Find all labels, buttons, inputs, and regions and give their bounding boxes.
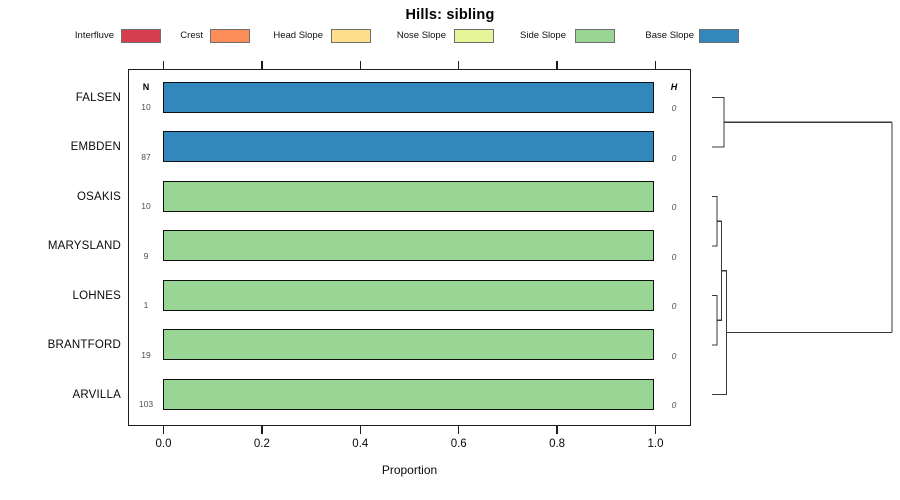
legend-label-head-slope: Head Slope xyxy=(273,30,323,41)
bar-brantford xyxy=(163,329,654,360)
dendro-branch-mid-clusters xyxy=(717,220,723,321)
tick-label: 0.2 xyxy=(253,438,270,450)
n-column-header: N xyxy=(142,82,150,92)
legend-swatch-interfluve xyxy=(121,29,161,43)
row-label-lohnes: LOHNES xyxy=(72,289,121,302)
plot-frame xyxy=(128,69,691,426)
axis-tick xyxy=(556,426,558,434)
row-label-embden: EMBDEN xyxy=(70,141,121,153)
legend-label-base-slope: Base Slope xyxy=(645,30,694,41)
h-value: 0 xyxy=(671,400,677,410)
x-axis-title: Proportion xyxy=(381,463,438,477)
legend-swatch-base-slope xyxy=(699,29,739,43)
axis-tick xyxy=(261,61,263,69)
tick-label: 0.6 xyxy=(450,438,467,450)
n-value: 19 xyxy=(141,349,151,360)
bar-falsen xyxy=(163,81,654,113)
axis-tick xyxy=(457,61,460,69)
row-label-arvilla: ARVILLA xyxy=(72,388,121,401)
row-label-falsen: FALSEN xyxy=(75,91,121,104)
dendrogram xyxy=(712,96,893,396)
n-value: 9 xyxy=(143,250,149,261)
legend-label-nose-slope: Nose Slope xyxy=(396,30,446,41)
axis-tick xyxy=(359,426,361,434)
h-value: 0 xyxy=(671,251,677,262)
axis-tick xyxy=(654,61,657,69)
legend-swatch-crest xyxy=(210,29,250,43)
bar-osakis xyxy=(163,180,654,212)
dendro-branch-osakis-marysland xyxy=(712,195,718,247)
bar-marysland xyxy=(163,230,654,261)
axis-tick xyxy=(162,426,165,434)
n-value: 103 xyxy=(138,399,154,409)
h-value: 0 xyxy=(671,103,677,113)
legend-label-interfluve: Interfluve xyxy=(74,30,114,41)
dendro-branch-falsen-embden xyxy=(712,96,725,148)
h-value: 0 xyxy=(671,202,677,212)
axis-tick xyxy=(457,426,460,434)
axis-tick xyxy=(162,61,165,69)
tick-label: 0.0 xyxy=(155,438,172,450)
n-value: 1 xyxy=(143,300,149,310)
h-value: 0 xyxy=(671,350,677,361)
n-value: 10 xyxy=(141,102,151,112)
legend-swatch-side-slope xyxy=(575,29,615,43)
tick-label: 0.4 xyxy=(352,438,369,450)
chart-title: Hills: sibling xyxy=(405,7,495,23)
axis-tick xyxy=(261,426,263,434)
axis-tick xyxy=(654,426,657,434)
axis-tick xyxy=(556,61,558,69)
row-label-osakis: OSAKIS xyxy=(76,190,121,203)
h-column-header: H xyxy=(670,82,678,92)
legend-label-side-slope: Side Slope xyxy=(520,30,566,41)
legend-label-crest: Crest xyxy=(180,30,203,41)
legend-swatch-nose-slope xyxy=(454,29,494,43)
h-value: 0 xyxy=(671,301,677,311)
legend-swatch-head-slope xyxy=(331,29,371,43)
n-value: 87 xyxy=(141,151,151,162)
axis-tick xyxy=(359,61,361,69)
bar-lohnes xyxy=(163,279,654,311)
n-value: 10 xyxy=(141,201,151,211)
dendro-branch-arvilla-join xyxy=(712,270,728,396)
tick-label: 0.8 xyxy=(549,438,566,450)
h-value: 0 xyxy=(671,152,677,163)
dendro-branch-lohnes-brantford xyxy=(712,294,718,346)
tick-label: 1.0 xyxy=(647,438,664,450)
row-label-marysland: MARYSLAND xyxy=(47,240,121,252)
row-label-brantford: BRANTFORD xyxy=(47,339,121,351)
bar-embden xyxy=(163,131,654,162)
bar-arvilla xyxy=(163,378,654,410)
